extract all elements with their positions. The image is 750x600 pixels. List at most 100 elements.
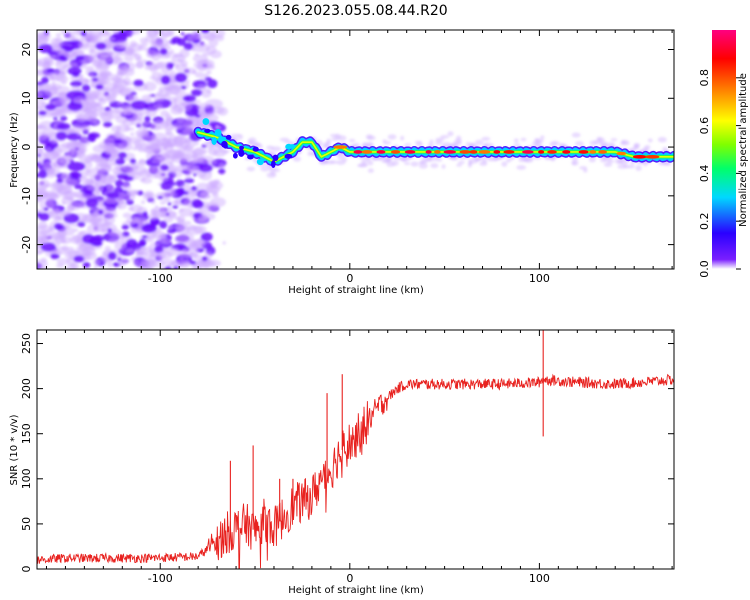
noise-blob [107, 251, 117, 261]
y-tick-label: -20 [20, 236, 33, 254]
noise-blob [178, 208, 185, 213]
noise-blob [133, 222, 139, 228]
noise-blob [37, 36, 49, 45]
noise-blob [151, 37, 169, 48]
noise-blob [90, 49, 96, 53]
y-tick-label: 0 [20, 566, 33, 573]
noise-blob [180, 90, 186, 94]
noise-blob [139, 264, 145, 269]
snr-plot-area [37, 330, 674, 569]
noise-blob [54, 246, 70, 255]
noise-blob [59, 209, 72, 217]
noise-blob [122, 110, 127, 116]
noise-blob [124, 258, 129, 263]
noise-blob [159, 220, 168, 229]
noise-blob [176, 143, 185, 149]
noise-blob [186, 79, 190, 83]
noise-blob [89, 73, 95, 78]
noise-blob [191, 186, 198, 191]
halo-blob [635, 164, 642, 171]
noise-blob [70, 80, 83, 87]
noise-blob [142, 59, 148, 63]
noise-blob [115, 164, 126, 172]
ridge-hotspot [434, 150, 441, 154]
noise-blob [84, 157, 94, 163]
noise-blob [103, 258, 113, 264]
noise-blob [39, 120, 54, 130]
ridge-knot [221, 140, 228, 148]
ridge-hotspot [404, 150, 416, 154]
noise-blob [38, 169, 48, 179]
halo-blob [367, 160, 374, 166]
noise-blob [184, 238, 198, 248]
noise-blob [183, 42, 194, 51]
noise-blob [105, 146, 118, 156]
ridge-hotspot [645, 155, 660, 159]
noise-blob [39, 200, 56, 210]
noise-blob [169, 70, 176, 76]
noise-blob [165, 116, 172, 122]
noise-blob [79, 74, 84, 78]
noise-blob [139, 37, 148, 44]
x-tick-label: 100 [529, 272, 550, 285]
noise-blob [69, 201, 82, 211]
noise-blob [176, 38, 186, 46]
noise-blob [172, 205, 179, 209]
noise-blob [75, 55, 85, 61]
noise-blob [160, 266, 166, 269]
noise-blob [130, 100, 148, 110]
noise-blob [138, 125, 142, 130]
noise-blob [222, 241, 226, 245]
noise-blob [43, 161, 57, 171]
noise-blob [85, 180, 98, 190]
noise-blob [176, 225, 190, 235]
noise-blob [160, 75, 171, 85]
halo-blob [520, 137, 527, 142]
noise-blob [39, 160, 45, 166]
noise-blob [191, 200, 204, 209]
ridge-knot [211, 136, 217, 145]
colorbar-tick-label: 0.0 [698, 260, 711, 278]
halo-blob [400, 157, 408, 162]
halo-blob [574, 141, 584, 146]
noise-blob [100, 165, 112, 174]
noise-blob [62, 173, 67, 178]
noise-blob [103, 121, 113, 128]
noise-blob [218, 168, 226, 175]
noise-blob [168, 63, 175, 67]
halo-blob [386, 162, 395, 167]
noise-blob [94, 92, 112, 102]
noise-blob [81, 251, 98, 260]
noise-blob [37, 146, 44, 156]
y-tick-label: 250 [20, 333, 33, 354]
ridge-hotspot [478, 150, 491, 154]
halo-blob [479, 161, 488, 166]
noise-blob [138, 147, 145, 153]
noise-blob [205, 98, 223, 109]
noise-blob [190, 190, 198, 196]
noise-blob [85, 65, 95, 71]
halo-blob [247, 140, 253, 145]
halo-blob [279, 137, 290, 142]
noise-blob [73, 255, 85, 263]
halo-blob [270, 167, 278, 171]
noise-blob [82, 261, 91, 269]
noise-blob [81, 84, 91, 92]
noise-blob [193, 173, 197, 177]
noise-blob [182, 95, 197, 102]
noise-blob [135, 250, 144, 256]
ridge-knot [271, 160, 276, 169]
noise-blob [104, 215, 116, 225]
noise-blob [150, 250, 158, 258]
halo-blob [647, 138, 653, 143]
noise-blob [42, 152, 51, 158]
noise-blob [78, 39, 89, 48]
noise-blob [159, 176, 168, 183]
noise-blob [182, 164, 196, 173]
noise-blob [151, 230, 167, 240]
noise-blob [99, 206, 117, 217]
noise-blob [58, 54, 66, 61]
noise-blob [159, 48, 168, 55]
noise-blob [84, 79, 90, 83]
